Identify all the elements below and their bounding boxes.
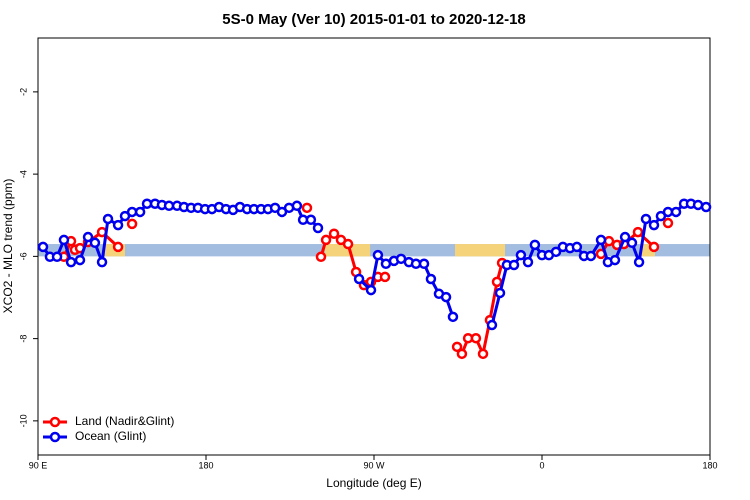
band-highlight xyxy=(455,244,506,257)
data-point xyxy=(522,256,534,268)
band-highlight xyxy=(324,244,371,257)
data-point xyxy=(365,284,377,296)
data-point xyxy=(640,213,652,225)
data-point xyxy=(692,199,704,211)
data-point xyxy=(126,218,138,230)
data-point xyxy=(328,228,340,240)
legend-marker xyxy=(49,416,61,428)
y-tick-label: -10 xyxy=(18,414,28,427)
data-point xyxy=(315,251,327,263)
data-point xyxy=(456,348,468,360)
data-point xyxy=(662,217,674,229)
data-point xyxy=(451,341,463,353)
data-point xyxy=(571,241,583,253)
data-point xyxy=(301,202,313,214)
data-point xyxy=(418,258,430,270)
y-tick-label: -2 xyxy=(18,88,28,96)
data-point xyxy=(372,249,384,261)
data-point xyxy=(425,273,437,285)
data-point xyxy=(89,237,101,249)
data-point xyxy=(477,348,489,360)
data-point xyxy=(648,219,660,231)
data-point xyxy=(112,219,124,231)
data-point xyxy=(96,256,108,268)
x-tick-label: 180 xyxy=(198,460,213,470)
data-point xyxy=(633,256,645,268)
legend-marker xyxy=(49,431,61,443)
data-point xyxy=(700,201,712,213)
data-point xyxy=(529,239,541,251)
data-point xyxy=(102,213,114,225)
y-tick-label: -6 xyxy=(18,252,28,260)
x-tick-label: 90 E xyxy=(29,460,48,470)
data-point xyxy=(494,287,506,299)
data-point xyxy=(508,259,520,271)
data-point xyxy=(305,214,317,226)
x-tick-label: 180 xyxy=(702,460,717,470)
data-point xyxy=(447,311,459,323)
data-point xyxy=(342,238,354,250)
data-point xyxy=(632,226,644,238)
data-point xyxy=(65,256,77,268)
data-point xyxy=(470,332,482,344)
data-point xyxy=(486,319,498,331)
chart-title: 5S-0 May (Ver 10) 2015-01-01 to 2020-12-… xyxy=(222,11,526,28)
legend-label: Land (Nadir&Glint) xyxy=(75,414,174,428)
data-point xyxy=(58,234,70,246)
legend-label: Ocean (Glint) xyxy=(75,429,146,443)
data-point xyxy=(134,206,146,218)
data-point xyxy=(595,234,607,246)
data-point xyxy=(440,291,452,303)
x-tick-label: 90 W xyxy=(363,460,385,470)
data-point xyxy=(515,249,527,261)
data-point xyxy=(82,231,94,243)
data-point xyxy=(291,200,303,212)
y-tick-label: -4 xyxy=(18,170,28,178)
data-point xyxy=(320,234,332,246)
data-point xyxy=(603,235,615,247)
data-point xyxy=(670,206,682,218)
y-tick-label: -8 xyxy=(18,335,28,343)
x-tick-label: 0 xyxy=(539,460,544,470)
data-point xyxy=(37,241,49,253)
data-point xyxy=(619,231,631,243)
x-axis-label: Longitude (deg E) xyxy=(326,476,421,490)
data-point xyxy=(626,237,638,249)
y-axis-label: XCO2 - MLO trend (ppm) xyxy=(1,179,15,314)
data-point xyxy=(112,241,124,253)
data-point xyxy=(550,246,562,258)
data-point xyxy=(491,276,503,288)
data-point xyxy=(648,241,660,253)
data-point xyxy=(379,271,391,283)
data-point xyxy=(74,254,86,266)
data-point xyxy=(353,273,365,285)
data-point xyxy=(585,250,597,262)
data-point xyxy=(312,222,324,234)
data-point xyxy=(51,251,63,263)
data-point xyxy=(609,254,621,266)
